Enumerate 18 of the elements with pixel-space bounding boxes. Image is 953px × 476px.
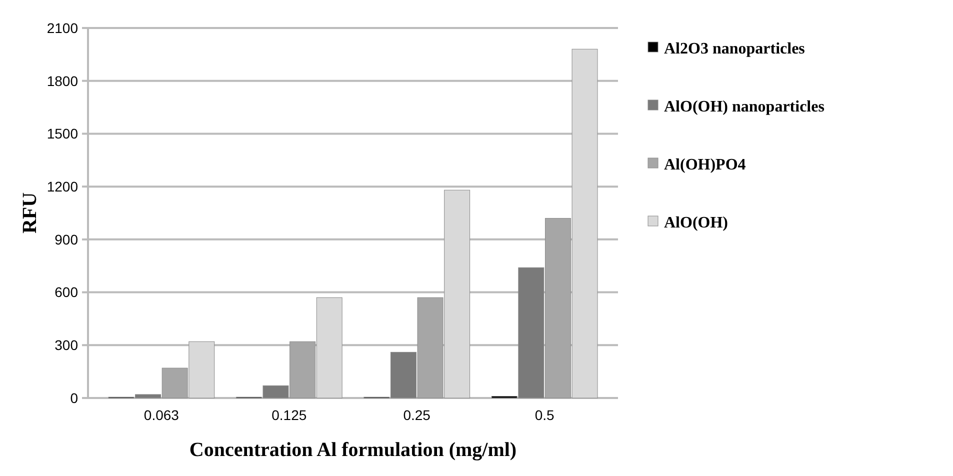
x-tick-label: 0.125: [272, 407, 307, 423]
y-tick-label: 2100: [46, 20, 78, 36]
y-tick-label: 900: [54, 231, 78, 248]
y-tick-label: 1500: [46, 126, 78, 142]
legend-label: AlO(OH): [664, 214, 728, 232]
x-axis-title: Concentration Al formulation (mg/ml): [189, 439, 517, 461]
y-tick-label: 0: [70, 390, 78, 406]
y-axis-title: RFU: [19, 192, 41, 234]
y-tick-label: 300: [54, 337, 78, 354]
legend-label: Al2O3 nanoparticles: [664, 40, 805, 58]
legend-label: Al(OH)PO4: [664, 156, 746, 174]
x-tick-label: 0.25: [403, 407, 431, 423]
x-tick-label: 0.5: [534, 407, 555, 423]
y-tick-label: 1800: [46, 72, 78, 89]
y-tick-label: 600: [54, 284, 78, 300]
y-tick-label: 1200: [46, 178, 78, 194]
legend-label: AlO(OH) nanoparticles: [664, 98, 824, 116]
x-tick-label: 0.063: [144, 407, 180, 423]
